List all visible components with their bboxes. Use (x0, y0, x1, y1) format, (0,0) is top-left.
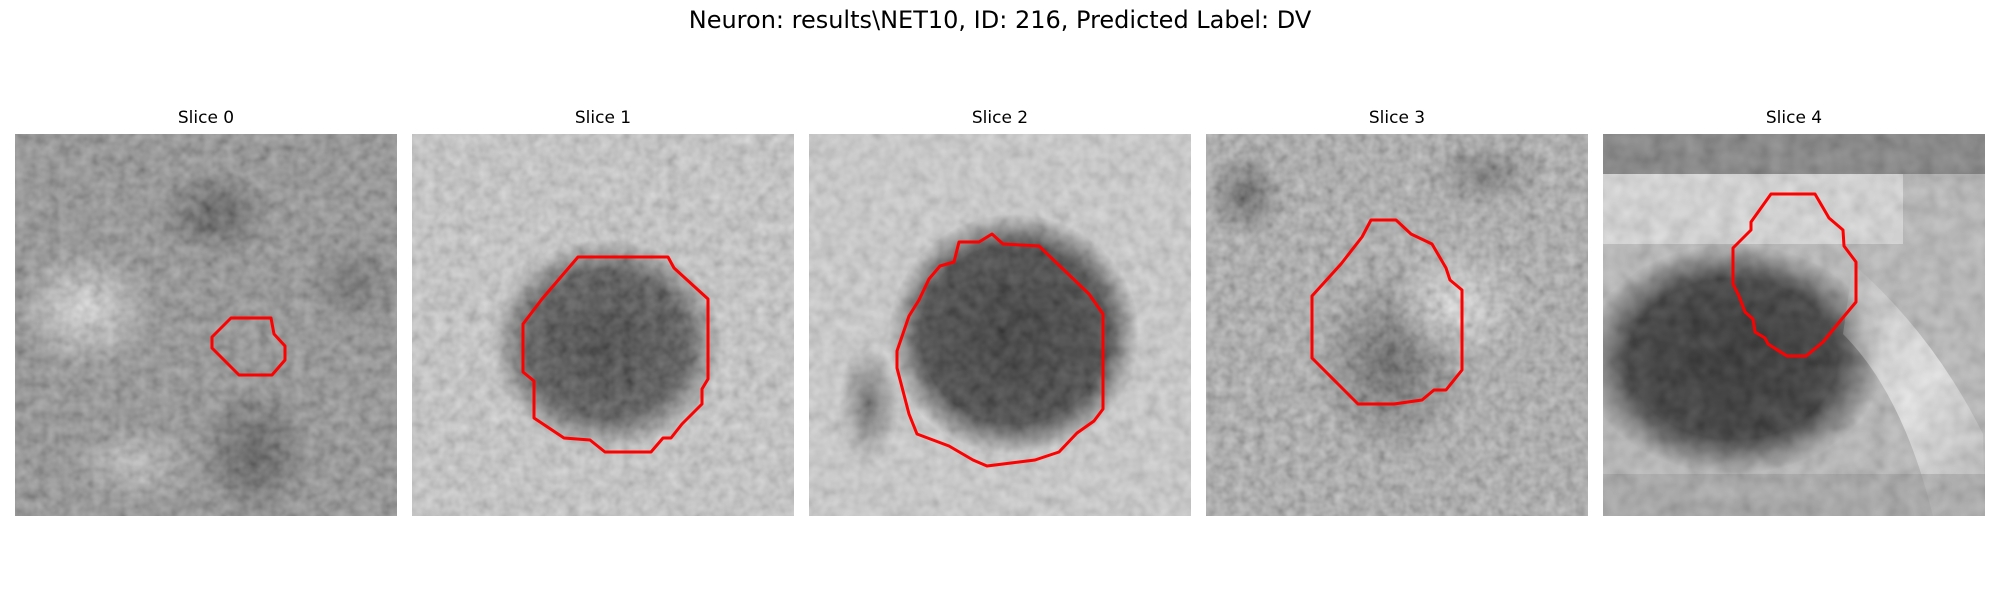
figure-title: Neuron: results\NET10, ID: 216, Predicte… (688, 6, 1312, 34)
slice-title-0: Slice 0 (177, 108, 235, 128)
roi-contour-2 (895, 232, 1105, 468)
slice-image-3 (1206, 134, 1588, 516)
slice-panel-3: Slice 3 (1206, 0, 1588, 600)
slice-title-3: Slice 3 (1368, 108, 1426, 128)
slice-image-1 (412, 134, 794, 516)
slice-image-0 (15, 134, 397, 516)
slice-image-4 (1603, 134, 1985, 516)
slice-title-4: Slice 4 (1765, 108, 1823, 128)
slice-title-1: Slice 1 (574, 108, 632, 128)
slice-panel-0: Slice 0 (15, 0, 397, 600)
roi-contour-4 (1731, 192, 1858, 358)
roi-contour-3 (1310, 218, 1464, 406)
slice-panel-1: Slice 1 (412, 0, 794, 600)
slice-panel-2: Slice 2 (809, 0, 1191, 600)
slice-panel-4: Slice 4 (1603, 0, 1985, 600)
slice-title-2: Slice 2 (971, 108, 1029, 128)
roi-contour-0 (210, 316, 287, 377)
slice-image-2 (809, 134, 1191, 516)
roi-contour-1 (521, 255, 710, 454)
